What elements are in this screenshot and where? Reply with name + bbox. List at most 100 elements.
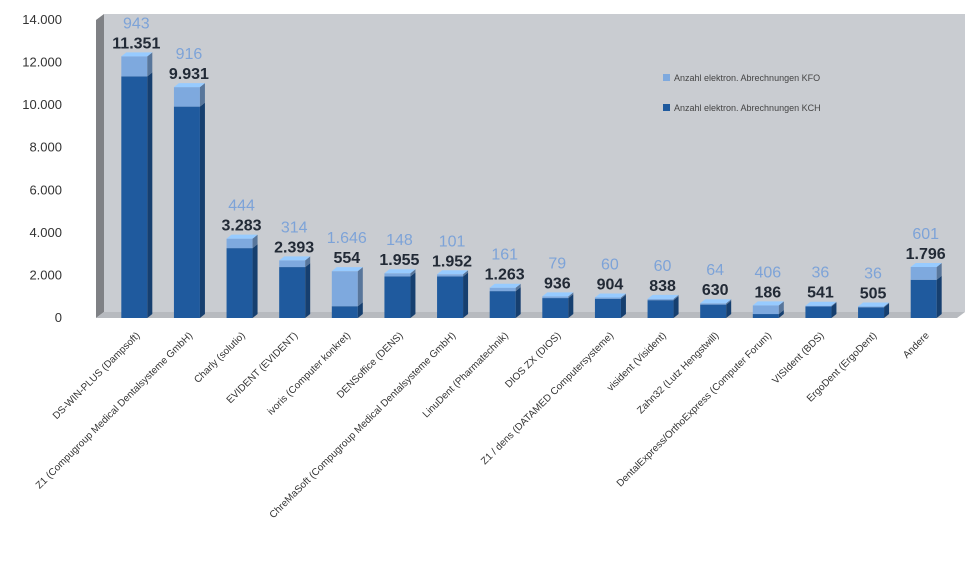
bar-kfo-top	[173, 83, 205, 88]
x-tick-label: ChreMaSoft (Compugroup Medical Dentalsys…	[268, 330, 459, 521]
bar-kch-side	[884, 303, 890, 318]
bars	[121, 52, 942, 318]
data-label-kfo: 60	[601, 256, 619, 273]
data-label-kfo: 1.646	[327, 230, 367, 247]
y-tick-label: 12.000	[22, 55, 62, 70]
bar-kfo-side	[252, 234, 258, 249]
bar-kfo-front	[384, 273, 411, 277]
data-label-kch: 186	[754, 284, 781, 301]
data-label-kfo: 36	[864, 265, 882, 282]
bar-kfo-side	[726, 299, 732, 305]
x-tick-label: Charly (solutio)	[192, 330, 247, 385]
y-tick-label: 2.000	[29, 267, 62, 282]
bar-kch-side	[673, 296, 679, 318]
bar-kfo-top	[489, 283, 521, 288]
plot-background	[96, 14, 965, 318]
bar-kch-front	[279, 267, 306, 318]
data-label-kfo: 406	[754, 264, 781, 281]
bar-kch-front	[752, 314, 779, 318]
bar-kfo-front	[910, 266, 937, 280]
bar-kch-side	[726, 300, 732, 318]
bar-kch-front	[858, 307, 885, 318]
bar-kfo-top	[437, 270, 469, 275]
bar-kch-front	[121, 76, 148, 318]
bar-kfo-top	[910, 262, 942, 267]
data-label-kfo: 943	[123, 15, 150, 32]
bar-kfo-side	[199, 83, 205, 107]
bar-kch-side	[831, 302, 837, 318]
legend-label-kch: Anzahl elektron. Abrechnungen KCH	[674, 103, 821, 113]
bar-kfo-side	[515, 283, 521, 292]
bar-kch-side	[199, 102, 205, 318]
data-label-kch: 936	[544, 275, 571, 292]
bar-kfo-top	[331, 267, 363, 272]
bar-kfo-front	[858, 306, 885, 308]
x-tick-label: Andere	[901, 330, 932, 361]
data-label-kch: 630	[702, 282, 729, 299]
bar-kch-front	[805, 306, 832, 318]
data-label-kfo: 148	[386, 232, 413, 249]
y-tick-label: 14.000	[22, 12, 62, 27]
x-axis: DS-WIN-PLUS (Dampsoft)Z1 (Compugroup Med…	[34, 330, 932, 521]
data-label-kch: 11.351	[112, 35, 160, 52]
bar-kfo-front	[489, 287, 516, 292]
bar-kfo-top	[805, 301, 837, 306]
y-tick-label: 0	[55, 310, 62, 325]
bar-kfo-front	[279, 260, 306, 268]
bar-kfo-side	[147, 52, 153, 77]
data-label-kch: 904	[597, 276, 624, 293]
data-label-kfo: 79	[548, 255, 566, 272]
bar-kfo-top	[542, 292, 574, 297]
bar-kfo-front	[437, 274, 464, 277]
bar-kfo-side	[305, 256, 311, 268]
bar-kch-front	[173, 106, 200, 318]
data-label-kch: 838	[649, 278, 676, 295]
bar-kch-front	[226, 248, 253, 318]
bar-kfo-top	[752, 301, 784, 306]
y-axis: 0 2.000 4.000 6.000 8.000 10.000 12.000 14.000	[22, 12, 62, 325]
bar-kch-front	[542, 298, 569, 318]
data-label-kch: 9.931	[169, 66, 209, 83]
side-wall	[96, 14, 104, 318]
bar-kch-side	[357, 302, 363, 318]
bar-kch-side	[515, 287, 521, 318]
bar-kch-front	[910, 279, 937, 318]
y-tick-label: 4.000	[29, 225, 62, 240]
bar-kfo-front	[647, 298, 674, 301]
bar-kfo-top	[121, 52, 153, 57]
legend-swatch-kch	[663, 104, 670, 111]
bar-kch-side	[305, 263, 311, 318]
data-label-kfo: 161	[491, 247, 518, 264]
bar-kfo-side	[620, 293, 626, 299]
bar-kch-side	[568, 294, 574, 318]
bar-kfo-side	[884, 302, 890, 308]
bar-kfo-top	[700, 299, 732, 304]
bar-kch-side	[410, 272, 416, 318]
bar-kfo-top	[647, 294, 679, 299]
bar-kfo-side	[936, 262, 942, 280]
back-wall	[104, 14, 965, 312]
bar-kfo-side	[410, 269, 416, 277]
bar-kfo-top	[279, 256, 311, 261]
bar-kfo-side	[463, 270, 469, 277]
bar-kfo-top	[226, 234, 258, 239]
bar-kfo-front	[173, 87, 200, 107]
bar-kfo-side	[673, 294, 679, 301]
bar-kfo-front	[542, 296, 569, 299]
x-tick-label: DIOS ZX (DIOS)	[503, 330, 563, 390]
data-label-kfo: 60	[654, 258, 672, 275]
legend-label-kfo: Anzahl elektron. Abrechnungen KFO	[674, 73, 820, 83]
bar-kfo-side	[778, 301, 784, 315]
data-labels: 943 11.351 916 9.931 444 3.283 314 2.393 1.646 55…	[112, 15, 946, 302]
data-label-kch: 1.263	[485, 267, 525, 284]
data-label-kch: 1.796	[906, 246, 946, 263]
bar-kch-side	[620, 294, 626, 318]
legend: Anzahl elektron. Abrechnungen KFO Anzahl…	[663, 73, 821, 113]
data-label-kfo: 64	[706, 262, 724, 279]
bar-kch-front	[437, 276, 464, 318]
y-tick-label: 10.000	[22, 97, 62, 112]
data-label-kfo: 101	[439, 233, 466, 250]
x-tick-label: LinuDent (Pharmatechnik)	[421, 330, 511, 420]
data-label-kfo: 916	[176, 46, 203, 63]
